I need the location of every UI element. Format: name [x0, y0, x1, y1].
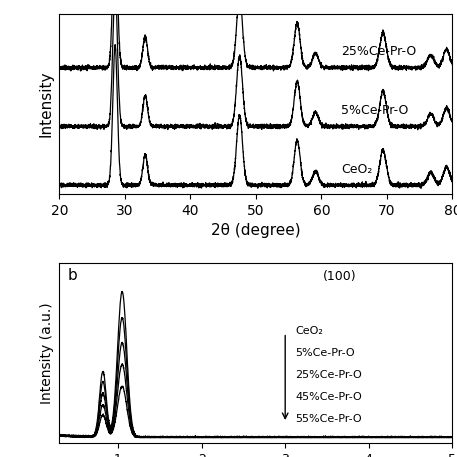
Text: 5%Ce-Pr-O: 5%Ce-Pr-O	[341, 104, 409, 117]
Text: CeO₂: CeO₂	[341, 163, 372, 176]
Text: CeO₂: CeO₂	[295, 326, 323, 336]
Y-axis label: Intensity (a.u.): Intensity (a.u.)	[40, 302, 54, 404]
Text: 25%Ce-Pr-O: 25%Ce-Pr-O	[295, 370, 362, 380]
Text: 55%Ce-Pr-O: 55%Ce-Pr-O	[295, 414, 362, 424]
Text: 45%Ce-Pr-O: 45%Ce-Pr-O	[295, 392, 362, 402]
Text: b: b	[67, 268, 77, 283]
X-axis label: 2θ (degree): 2θ (degree)	[211, 223, 301, 239]
Text: 25%Ce-Pr-O: 25%Ce-Pr-O	[341, 46, 416, 58]
Y-axis label: Intensity: Intensity	[39, 71, 54, 137]
Text: 5%Ce-Pr-O: 5%Ce-Pr-O	[295, 348, 355, 358]
Text: (100): (100)	[323, 270, 356, 283]
